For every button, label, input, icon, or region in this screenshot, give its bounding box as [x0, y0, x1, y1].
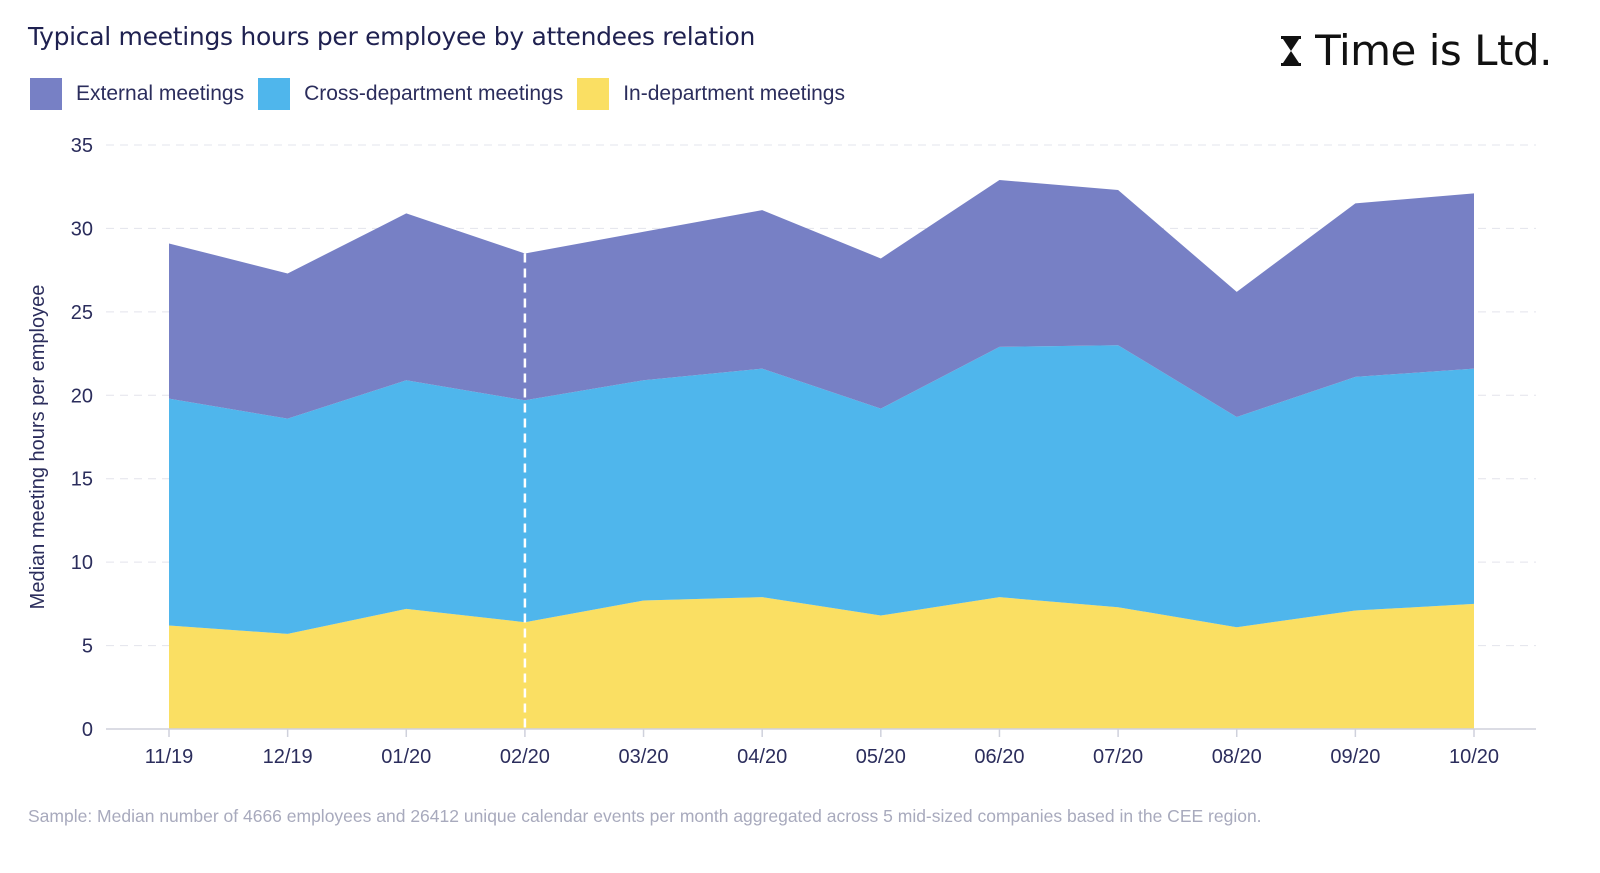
brand-logo: Time is Ltd.: [1279, 26, 1552, 75]
area-cross-department-meetings: [169, 345, 1474, 634]
y-tick-label-15: 15: [71, 469, 93, 491]
area-external-meetings: [169, 180, 1474, 419]
y-tick-label-25: 25: [71, 302, 93, 324]
chart-legend: External meetings Cross-department meeti…: [30, 78, 859, 110]
area-in-department-meetings: [169, 597, 1474, 729]
legend-swatch-in-department: [577, 78, 610, 110]
y-tick-label-10: 10: [71, 552, 93, 574]
x-tick-label-10/20: 10/20: [1449, 746, 1499, 768]
x-tick-label-06/20: 06/20: [974, 746, 1024, 768]
x-tick-label-07/20: 07/20: [1093, 746, 1143, 768]
legend-label-external: External meetings: [76, 82, 245, 105]
x-tick-label-09/20: 09/20: [1330, 746, 1380, 768]
x-tick-label-11/19: 11/19: [145, 746, 194, 768]
x-tick-label-08/20: 08/20: [1212, 746, 1262, 768]
x-tick-label-03/20: 03/20: [619, 746, 669, 768]
x-tick-label-04/20: 04/20: [737, 746, 787, 768]
y-axis-label: Median meeting hours per employee: [27, 285, 49, 610]
x-tick-label-12/19: 12/19: [263, 746, 313, 768]
legend-label-cross-department: Cross-department meetings: [304, 82, 564, 105]
x-tick-label-05/20: 05/20: [856, 746, 906, 768]
y-tick-label-30: 30: [71, 218, 93, 240]
legend-swatch-external: [30, 78, 62, 110]
chart-title: Typical meetings hours per employee by a…: [28, 22, 756, 51]
y-tick-label-20: 20: [71, 385, 93, 407]
brand-name: Time is Ltd.: [1315, 26, 1552, 75]
legend-swatch-cross-department: [258, 78, 291, 110]
stacked-area-chart: 0 5 10 15 20 25 30 35 11/19 12/19 01/20 02/20 03/20 0…: [27, 135, 1536, 768]
legend-label-in-department: In-department meetings: [623, 82, 845, 105]
y-tick-label-35: 35: [71, 135, 93, 157]
hourglass-icon: [1281, 35, 1302, 66]
legend-item-cross-department: Cross-department meetings: [258, 78, 563, 110]
y-tick-label-0: 0: [82, 719, 93, 741]
x-tick-label-02/20: 02/20: [500, 746, 550, 768]
legend-item-external: External meetings: [30, 78, 244, 110]
legend-item-in-department: In-department meetings: [577, 78, 845, 110]
x-tick-label-01/20: 01/20: [381, 746, 431, 768]
y-tick-label-5: 5: [82, 636, 93, 658]
sample-footnote: Sample: Median number of 4666 employees …: [28, 806, 1262, 826]
